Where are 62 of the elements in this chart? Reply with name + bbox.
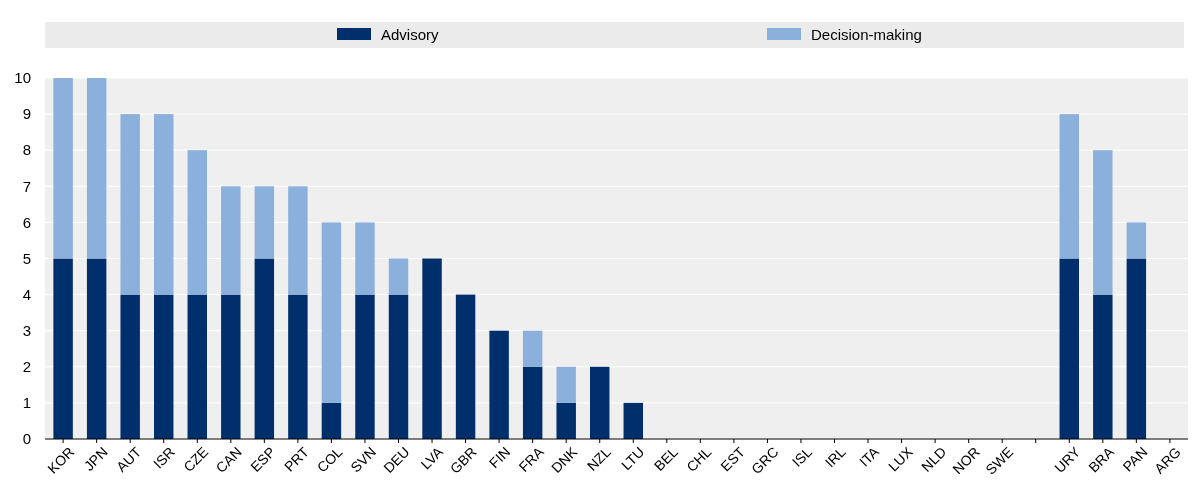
y-tick-label: 10: [14, 69, 31, 87]
bar: [623, 402, 643, 439]
bar: [522, 330, 543, 367]
bar: [288, 294, 308, 439]
bar: [489, 330, 509, 439]
x-tick-label: LVA: [417, 443, 447, 473]
x-tick-label: FIN: [485, 443, 514, 472]
x-tick-label: BEL: [650, 443, 682, 474]
bar: [86, 78, 107, 259]
bar: [154, 294, 174, 439]
x-tick-label: ISL: [788, 443, 816, 470]
bar: [321, 222, 342, 403]
bar: [556, 402, 576, 439]
x-tick-label: COL: [313, 443, 346, 476]
bar: [154, 114, 174, 295]
bar: [556, 366, 576, 403]
x-tick-label: ITA: [856, 443, 883, 470]
x-tick-label: LTU: [618, 443, 648, 474]
bar: [1059, 258, 1079, 439]
y-tick-label: 3: [22, 321, 31, 339]
bar: [422, 258, 442, 439]
bar: [120, 294, 140, 439]
bar: [388, 258, 409, 295]
bar: [1093, 150, 1113, 295]
legend-label: Advisory: [381, 26, 440, 43]
bar: [522, 366, 543, 439]
bar: [53, 78, 73, 259]
bar: [187, 294, 207, 439]
bar: [187, 150, 207, 295]
bar: [388, 294, 409, 439]
bar: [53, 258, 73, 439]
bar: [221, 186, 241, 295]
x-tick-label: IRL: [821, 443, 849, 471]
bar: [590, 366, 610, 439]
y-tick-label: 4: [22, 285, 31, 303]
bar: [221, 294, 241, 439]
legend-label: Decision-making: [811, 26, 922, 43]
y-tick-label: 6: [22, 213, 31, 231]
y-tick-label: 2: [22, 358, 31, 376]
bar: [86, 258, 107, 439]
bar: [321, 402, 342, 439]
x-tick-label: CHL: [683, 443, 715, 475]
bar: [120, 114, 140, 295]
x-tick-label: FRA: [515, 443, 548, 475]
bar: [1093, 294, 1113, 439]
y-tick-label: 0: [22, 430, 31, 448]
y-tick-label: 8: [22, 141, 31, 159]
bar: [1126, 258, 1147, 439]
y-tick-label: 1: [22, 394, 31, 412]
bar: [355, 222, 375, 295]
bar: [254, 258, 275, 439]
bar: [355, 294, 375, 439]
bar: [288, 186, 308, 295]
y-tick-label: 5: [22, 249, 31, 267]
bar: [1126, 222, 1147, 259]
x-tick-label: ISR: [149, 443, 178, 472]
bar: [1059, 114, 1079, 259]
y-tick-label: 9: [22, 105, 31, 123]
y-tick-label: 7: [22, 177, 31, 195]
bar: [455, 294, 476, 439]
x-tick-label: NZL: [583, 443, 614, 474]
bar: [254, 186, 275, 259]
